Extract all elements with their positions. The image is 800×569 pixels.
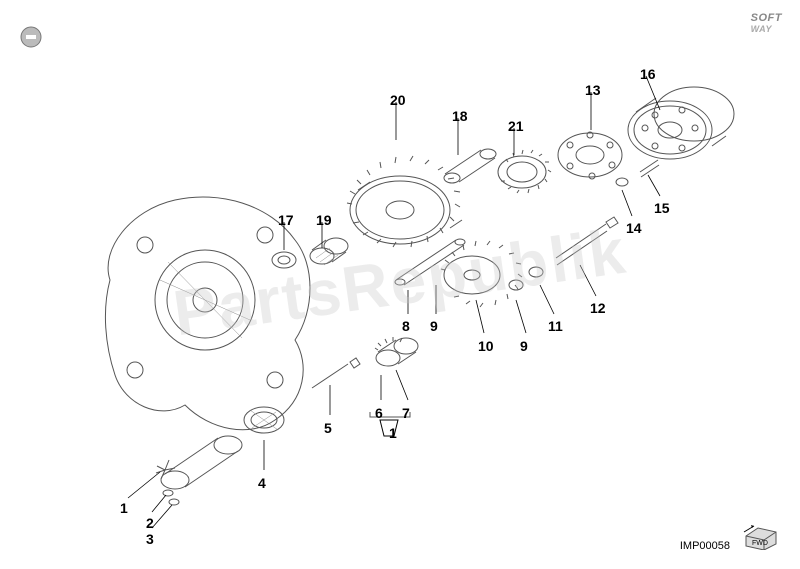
callout-9: 9 [520,338,528,354]
idler-shaft [395,239,465,285]
exploded-view-svg [0,0,800,564]
pinion-gear [375,337,418,366]
terminal-washer [169,499,179,505]
washer-17 [272,252,296,268]
brand-logo-text: SOFT [751,12,782,24]
callout-18: 18 [452,108,468,124]
diagram-container: PartsRepublik [0,0,800,564]
nut-14 [616,178,628,186]
housing-outline [105,197,310,430]
part-code: IMP00058 [680,540,730,552]
callout-19: 19 [316,212,332,228]
driven-gear [347,156,462,247]
callout-2: 2 [146,515,154,531]
callout-8: 8 [402,318,410,334]
sprag-clutch [498,150,551,193]
idler-gear [441,241,522,307]
callout-1: 1 [120,500,128,516]
callout-17: 17 [278,212,294,228]
fwd-label: FWD [752,540,768,547]
stud-15 [640,160,659,177]
screw-5 [312,358,360,388]
callout-3: 3 [146,531,154,547]
needle-bearing [310,238,348,265]
callout-14: 14 [626,220,642,236]
washer-9b [509,280,523,290]
callout-16: 16 [640,66,656,82]
callout-4: 4 [258,475,266,491]
callout-5: 5 [324,420,332,436]
callout-7: 7 [402,405,410,421]
starter-flange [558,132,622,179]
leader-lines [128,76,660,528]
callout-11: 11 [548,318,563,334]
starter-gasket [244,407,284,433]
info-icon [20,26,42,48]
starter-motor [156,436,242,489]
callout-15: 15 [654,200,670,216]
callout-20: 20 [390,92,406,108]
callout-10: 10 [478,338,494,354]
callout-9: 9 [430,318,438,334]
callout-6: 6 [375,405,383,421]
callout-12: 12 [590,300,606,316]
bolt-12 [556,217,618,265]
terminal-nut [163,490,173,496]
callout-1: 1 [389,425,397,441]
callout-21: 21 [508,118,524,134]
flywheel-rotor [628,87,734,159]
washer-11 [529,267,543,277]
callout-13: 13 [585,82,601,98]
brand-logo: SOFT WAY [751,12,782,34]
fwd-indicator: FWD [742,522,782,550]
brand-logo-sub: WAY [751,24,782,34]
